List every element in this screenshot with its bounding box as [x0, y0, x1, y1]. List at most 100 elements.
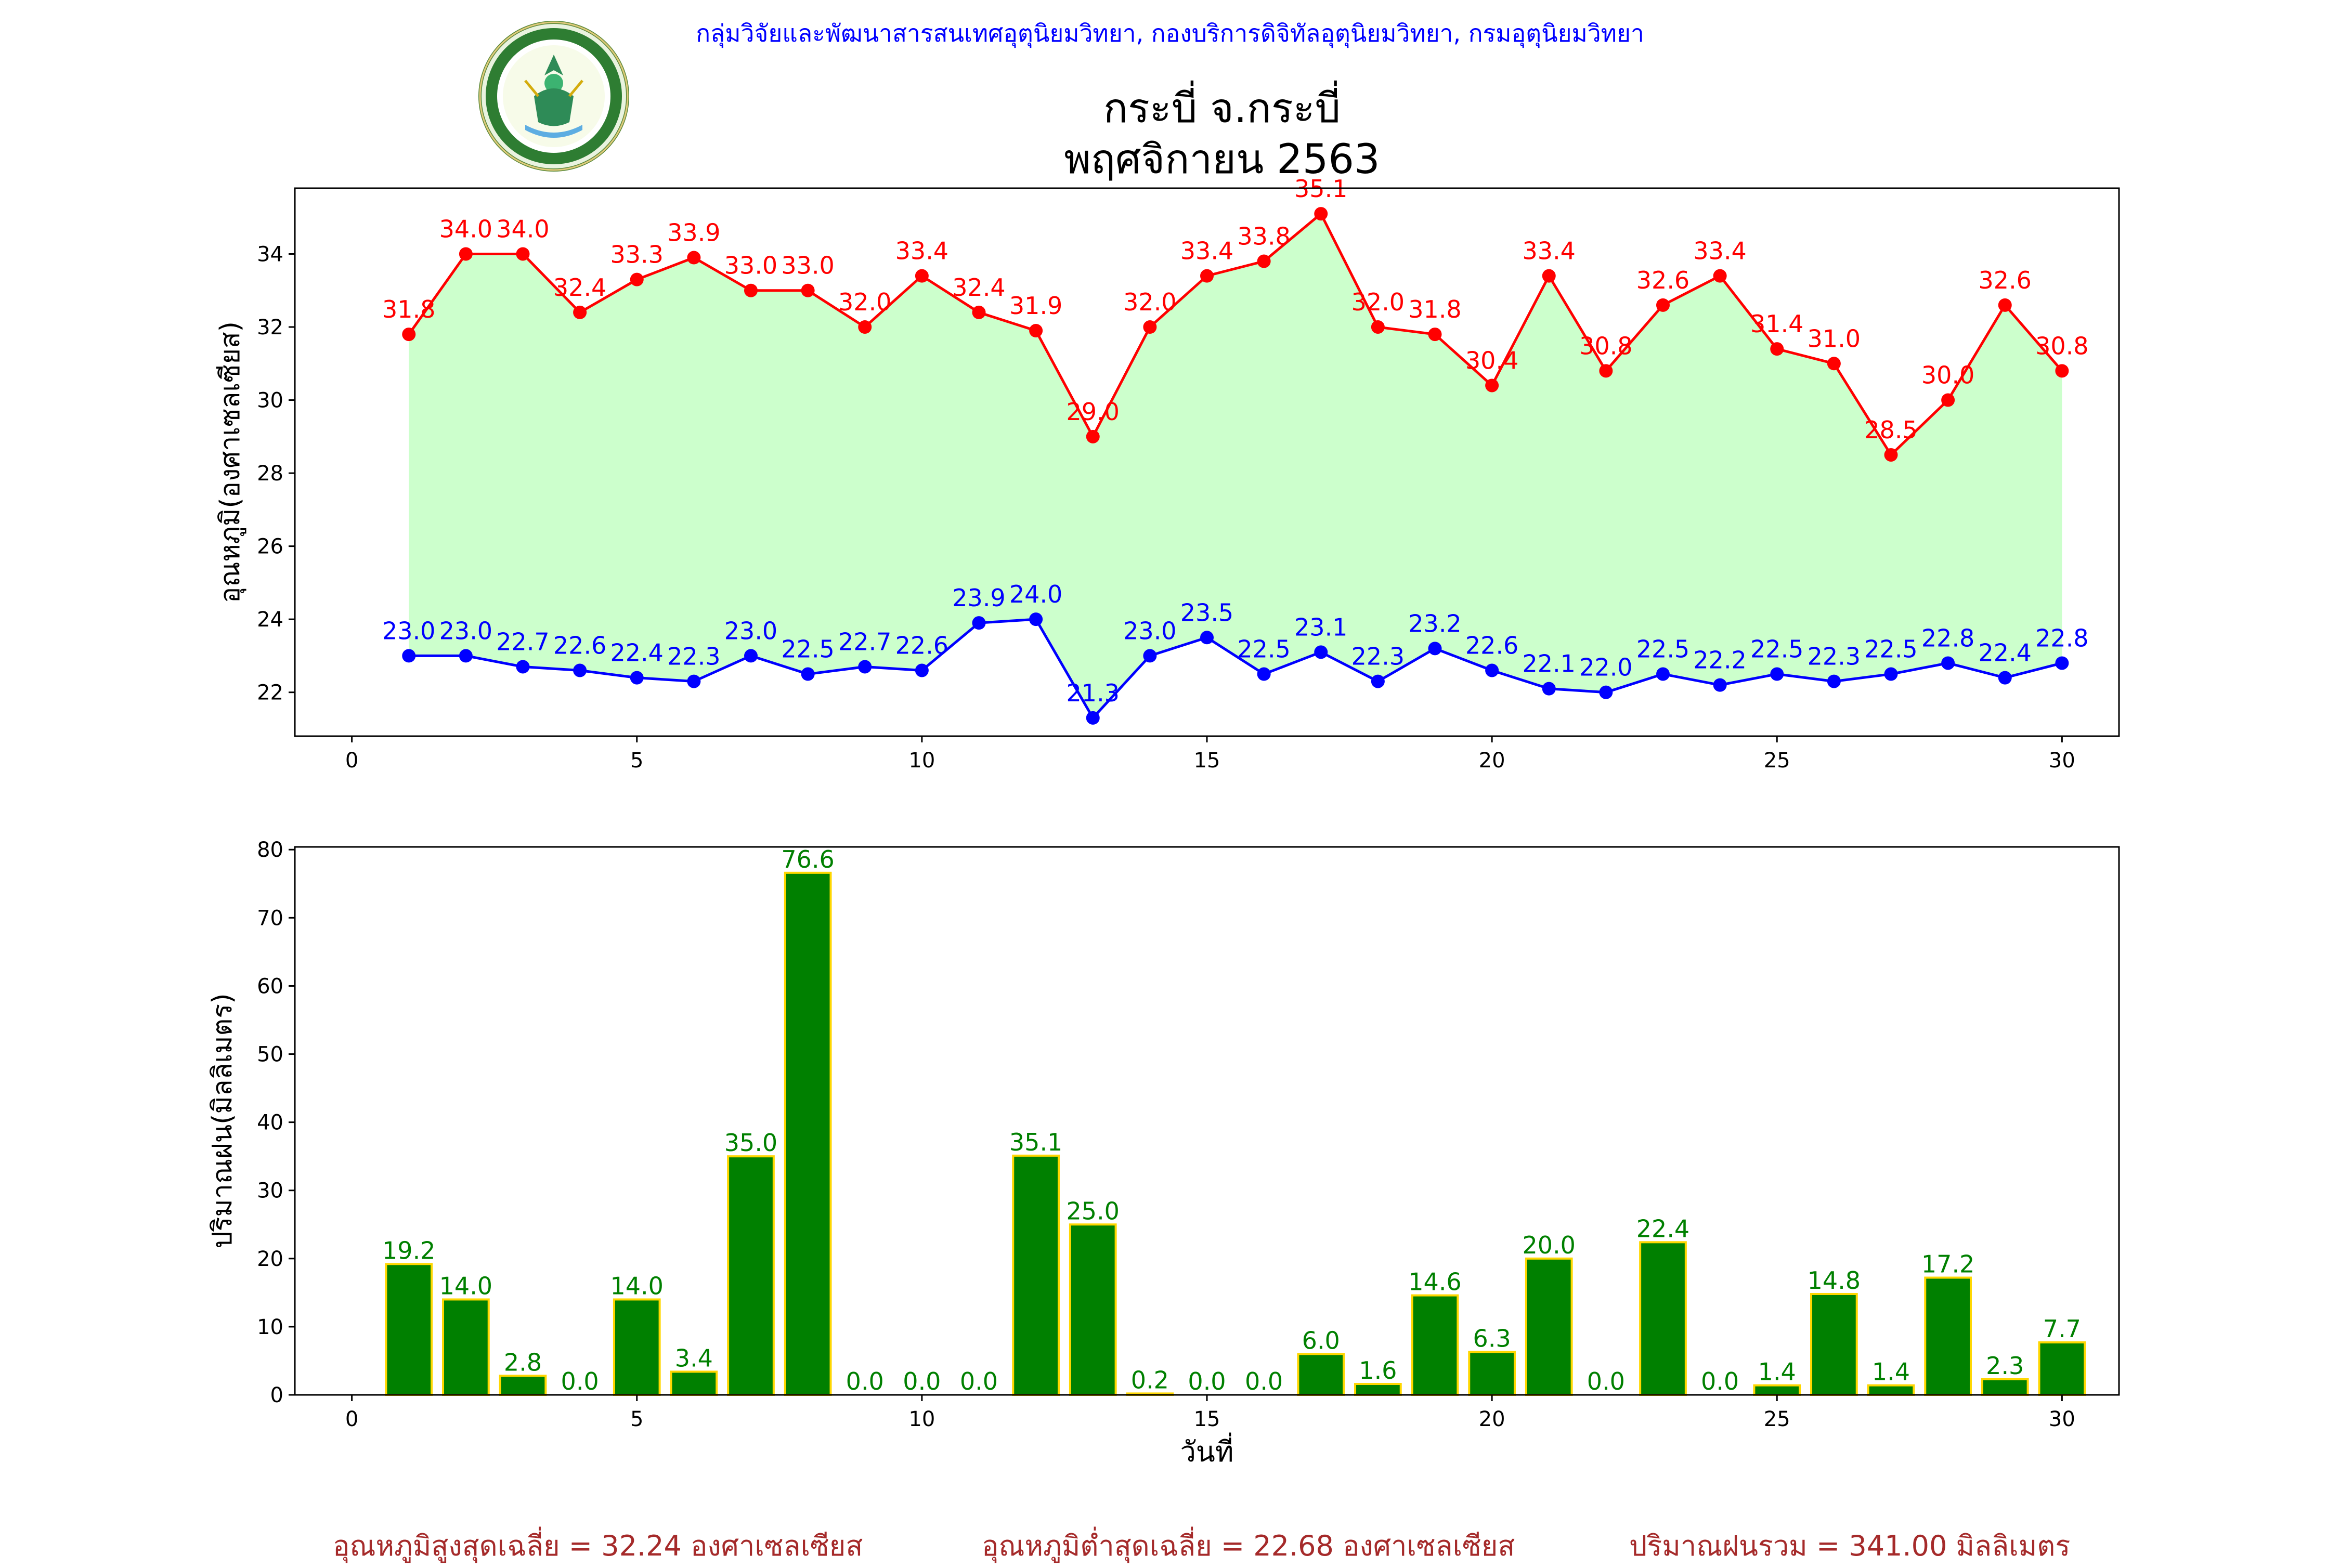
rainfall-data-label: 14.0: [610, 1272, 664, 1300]
max-temperature-point: [630, 272, 644, 286]
min-temperature-point: [1884, 667, 1898, 681]
x-tick-label: 25: [1764, 1407, 1790, 1431]
min-temperature-point: [1770, 667, 1784, 681]
max-temperature-data-label: 29.0: [1067, 398, 1120, 426]
max-temperature-point: [1941, 393, 1955, 407]
min-temperature-point: [1257, 667, 1271, 681]
rainfall-bar: [784, 871, 832, 1396]
rainfall-bar: [1297, 1353, 1345, 1396]
x-tick-label: 15: [1194, 749, 1220, 773]
rainfall-data-label: 14.0: [439, 1272, 492, 1300]
min-temperature-point: [459, 649, 473, 663]
y-tick-label: 10: [257, 1315, 283, 1339]
rainfall-data-label: 0.2: [1131, 1366, 1169, 1394]
rainfall-data-label: 0.0: [1245, 1367, 1283, 1395]
y-tick-label: 60: [257, 974, 283, 998]
min-temperature-point: [687, 674, 701, 688]
rainfall-data-label: 0.0: [1701, 1367, 1739, 1395]
min-temperature-point: [744, 649, 758, 663]
rainfall-data-label: 0.0: [561, 1367, 599, 1395]
max-temperature-point: [1485, 378, 1499, 393]
min-temperature-data-label: 22.2: [1693, 646, 1746, 674]
min-temperature-point: [1713, 678, 1727, 692]
min-temperature-data-label: 22.5: [1864, 635, 1917, 663]
min-temperature-data-label: 23.5: [1180, 598, 1233, 626]
max-temperature-data-label: 33.4: [1523, 237, 1576, 265]
max-temperature-point: [1599, 364, 1613, 378]
temperature-chart: 31.834.0 34.032.433.333.933.0 33.032.033.4…: [215, 175, 2120, 773]
max-temperature-point: [1998, 298, 2012, 312]
max-temperature-point: [972, 305, 986, 319]
min-temperature-data-label: 22.6: [1465, 632, 1518, 660]
min-temperature-point: [1599, 685, 1613, 699]
min-temperature-data-label: 23.9: [952, 584, 1005, 612]
rainfall-bar: [1981, 1378, 2029, 1396]
min-temperature-data-label: 22.3: [1808, 643, 1861, 671]
meteorological-department-logo: [478, 21, 629, 172]
min-temperature-data-label: 23.1: [1294, 613, 1347, 641]
max-temperature-data-label: 32.4: [952, 273, 1005, 302]
min-temperature-data-label: 23.0: [439, 617, 492, 645]
y-tick-label: 34: [257, 242, 283, 266]
min-temperature-line: [409, 618, 2062, 721]
max-temperature-point: [1143, 320, 1157, 334]
min-temperature-data-label: 22.5: [781, 635, 834, 663]
min-temperature-point: [1200, 631, 1214, 645]
rainfall-bar: [1069, 1223, 1117, 1396]
y-tick-label: 24: [257, 608, 283, 632]
max-temperature-point: [1884, 448, 1898, 462]
rainfall-bar: [1924, 1276, 1972, 1396]
max-temperature-data-label: 33.8: [1237, 223, 1290, 251]
y-tick-label: 50: [257, 1043, 283, 1067]
max-temperature-data-label: 31.0: [1808, 324, 1861, 352]
x-tick-label: 5: [630, 749, 643, 773]
min-temperature-point: [1656, 667, 1670, 681]
max-temperature-line: [408, 212, 2063, 457]
max-temperature-point: [1770, 342, 1784, 356]
chart-title-location: กระบี่ จ.กระบี่: [1103, 85, 1341, 132]
rainfall-bar: [499, 1375, 547, 1396]
average-max-temperature: อุณหภูมิสูงสุดเฉลี่ย = 32.24 องศาเซลเซีย…: [333, 1530, 863, 1562]
total-rainfall: ปริมาณฝนรวม = 341.00 มิลลิเมตร: [1629, 1530, 2071, 1562]
min-temperature-data-label: 21.3: [1067, 679, 1120, 707]
max-temperature-data-label: 33.3: [610, 241, 664, 269]
max-temperature-point: [1656, 298, 1670, 312]
rainfall-chart: 19.214.02.80.014.03.435.076.60.0 0.0 0.035…: [207, 838, 2120, 1468]
max-temperature-data-label: 33.4: [895, 237, 948, 265]
x-axis-title: วันที่: [1180, 1432, 1234, 1468]
min-temperature-data-label: 23.0: [382, 617, 435, 645]
min-temperature-point: [1314, 645, 1328, 659]
min-temperature-point: [573, 663, 587, 677]
rainfall-bar: [1012, 1154, 1060, 1396]
x-tick-label: 20: [1479, 749, 1505, 773]
min-temperature-point: [858, 660, 872, 674]
min-temperature-point: [1941, 656, 1955, 670]
rainfall-data-label: 0.0: [1188, 1367, 1226, 1395]
max-temperature-data-label: 34.0: [439, 215, 492, 243]
min-temperature-data-label: 22.1: [1523, 650, 1576, 678]
y-tick-label: 30: [257, 389, 283, 413]
rainfall-data-label: 35.0: [724, 1129, 777, 1157]
y-tick-label: 40: [257, 1111, 283, 1135]
rainfall-bar: [1354, 1383, 1402, 1396]
rainfall-data-label: 22.4: [1636, 1214, 1689, 1243]
rainfall-bar: [1810, 1292, 1858, 1396]
max-temperature-data-label: 31.4: [1750, 310, 1803, 338]
min-temperature-data-label: 22.7: [838, 628, 891, 656]
y-axis-title: ปริมาณฝน(มิลลิเมตร): [207, 993, 238, 1248]
x-tick-label: 25: [1764, 749, 1790, 773]
y-tick-label: 0: [270, 1383, 283, 1407]
rainfall-data-label: 17.2: [1921, 1250, 1974, 1278]
rainfall-bar: [442, 1298, 490, 1396]
max-temperature-point: [858, 320, 872, 334]
max-temperature-point: [402, 328, 416, 342]
rainfall-data-label: 25.0: [1067, 1197, 1120, 1225]
min-temperature-data-label: 22.5: [1750, 635, 1803, 663]
max-temperature-data-label: 34.0: [496, 215, 549, 243]
min-temperature-point: [915, 663, 929, 677]
min-temperature-point: [1485, 663, 1499, 677]
rainfall-bar: [1525, 1257, 1573, 1396]
max-temperature-point: [744, 283, 758, 297]
max-temperature-point: [1314, 207, 1328, 221]
y-tick-label: 80: [257, 838, 283, 862]
